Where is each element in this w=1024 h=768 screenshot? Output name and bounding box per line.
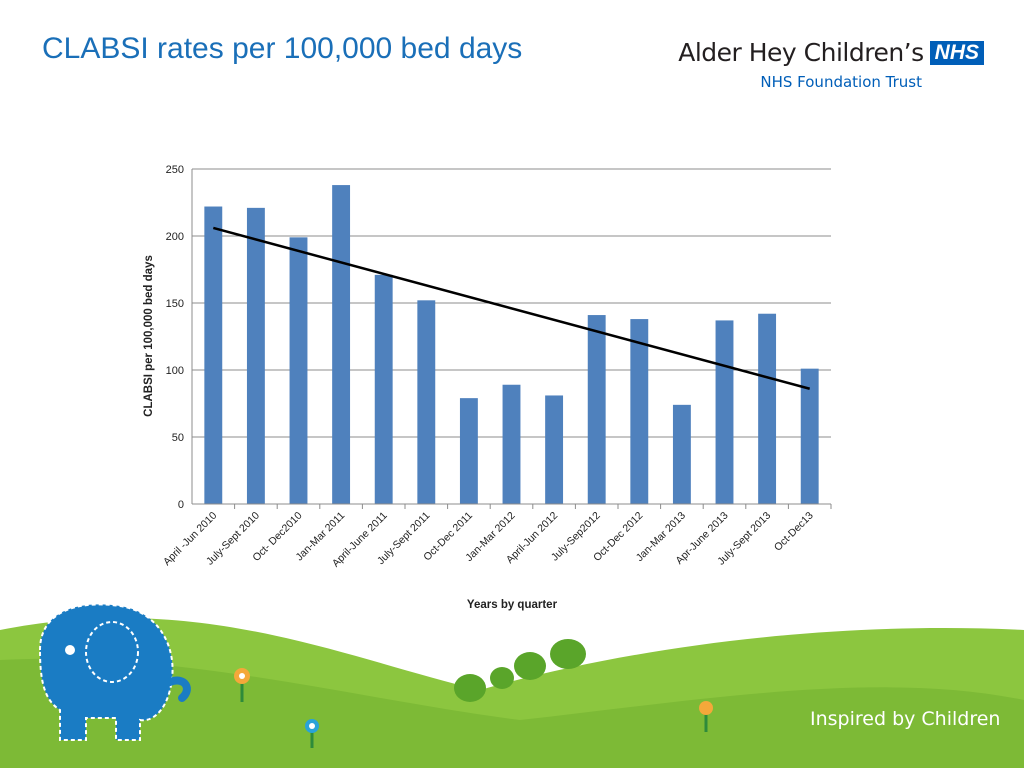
elephant-illustration: [38, 603, 191, 741]
bars: [204, 185, 819, 505]
y-axis-label: CLABSI per 100,000 bed days: [143, 255, 155, 417]
bar: [502, 384, 521, 504]
bar: [374, 274, 393, 504]
bar: [630, 319, 649, 504]
y-tick-label: 200: [166, 231, 184, 243]
bar: [545, 395, 564, 504]
grass-hill-front: [0, 658, 1024, 768]
trendline: [212, 226, 811, 390]
slide-title: CLABSI rates per 100,000 bed days: [42, 32, 523, 65]
logo-org-name: Alder Hey Children’s: [678, 38, 924, 67]
bar: [672, 404, 691, 504]
y-tick-label: 150: [166, 298, 184, 310]
x-axis-label: Years by quarter: [467, 599, 558, 611]
bar: [587, 315, 606, 504]
flower-icon-1: [234, 668, 250, 702]
bar: [289, 237, 308, 504]
bar: [459, 398, 478, 504]
bar: [758, 313, 777, 504]
trendline-layer: [212, 226, 811, 390]
y-tick-label: 50: [172, 432, 184, 444]
nhs-trust-logo: Alder Hey Children’s NHS NHS Foundation …: [678, 38, 984, 91]
y-tick-label: 100: [166, 365, 184, 377]
nhs-logo-mark: NHS: [929, 40, 984, 65]
bar: [715, 320, 734, 504]
footer-grass-art: [0, 603, 1024, 768]
bar: [246, 207, 265, 505]
flower-icon-2: [305, 719, 319, 748]
tagline: Inspired by Children: [810, 708, 1001, 730]
bar: [204, 206, 223, 504]
y-tick-label: 250: [166, 164, 184, 176]
bar: [417, 300, 436, 504]
bar: [332, 185, 351, 504]
baby-elephants-silhouettes: [454, 639, 586, 702]
x-tick-label: Oct-Dec13: [772, 510, 816, 554]
flower-icon-3: [699, 701, 713, 732]
logo-subtitle: NHS Foundation Trust: [760, 73, 922, 91]
y-tick-label: 0: [178, 499, 184, 511]
bar: [800, 368, 819, 504]
